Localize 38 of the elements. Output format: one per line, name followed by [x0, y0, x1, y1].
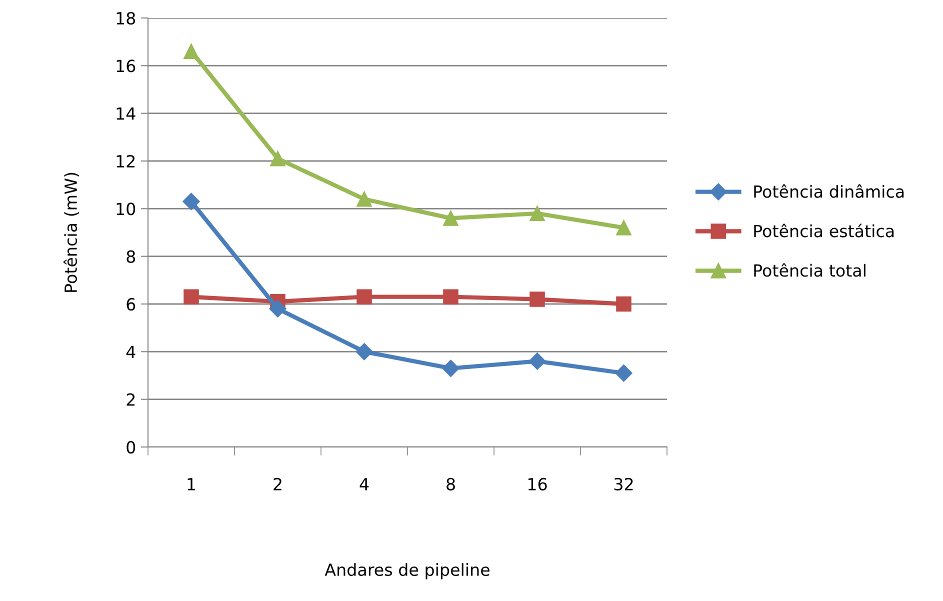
- x-tick-label: 2: [274, 478, 282, 490]
- point: [615, 364, 632, 382]
- point: [443, 210, 458, 226]
- point: [443, 289, 458, 304]
- legend-label: Potência total: [754, 263, 866, 277]
- point: [184, 44, 199, 60]
- point: [616, 220, 632, 236]
- x-tick-label: 8: [446, 478, 455, 490]
- y-tick-label: 16: [116, 60, 136, 72]
- point: [530, 292, 545, 307]
- point: [356, 343, 373, 360]
- x-tick-label: 16: [528, 478, 547, 490]
- point: [356, 289, 372, 304]
- y-tick-label: 10: [116, 202, 136, 216]
- y-tick-label: 0: [126, 440, 136, 454]
- point: [356, 191, 372, 207]
- point: [182, 192, 200, 210]
- y-axis-title: Potência (mW): [63, 172, 79, 292]
- point: [270, 150, 286, 166]
- y-tick-label: 8: [126, 250, 136, 263]
- point: [269, 300, 286, 318]
- x-tick-label: 1: [188, 478, 196, 490]
- point: [184, 289, 199, 304]
- y-tick-label: 6: [126, 298, 136, 311]
- x-axis-title: Andares de pipeline: [324, 563, 490, 580]
- y-tick-label: 18: [116, 12, 136, 25]
- x-tick-label: 4: [360, 478, 369, 490]
- point: [442, 360, 460, 377]
- y-tick-label: 4: [126, 346, 136, 358]
- x-tick-label: 32: [614, 478, 633, 490]
- point: [616, 296, 632, 312]
- y-tick-label: 12: [116, 154, 135, 168]
- y-tick-label: 2: [126, 393, 135, 406]
- legend-label: Potência dinâmica: [754, 184, 904, 198]
- point: [528, 352, 546, 370]
- legend-label: Potência estática: [754, 224, 894, 238]
- y-tick-label: 14: [116, 108, 136, 120]
- point: [530, 206, 545, 222]
